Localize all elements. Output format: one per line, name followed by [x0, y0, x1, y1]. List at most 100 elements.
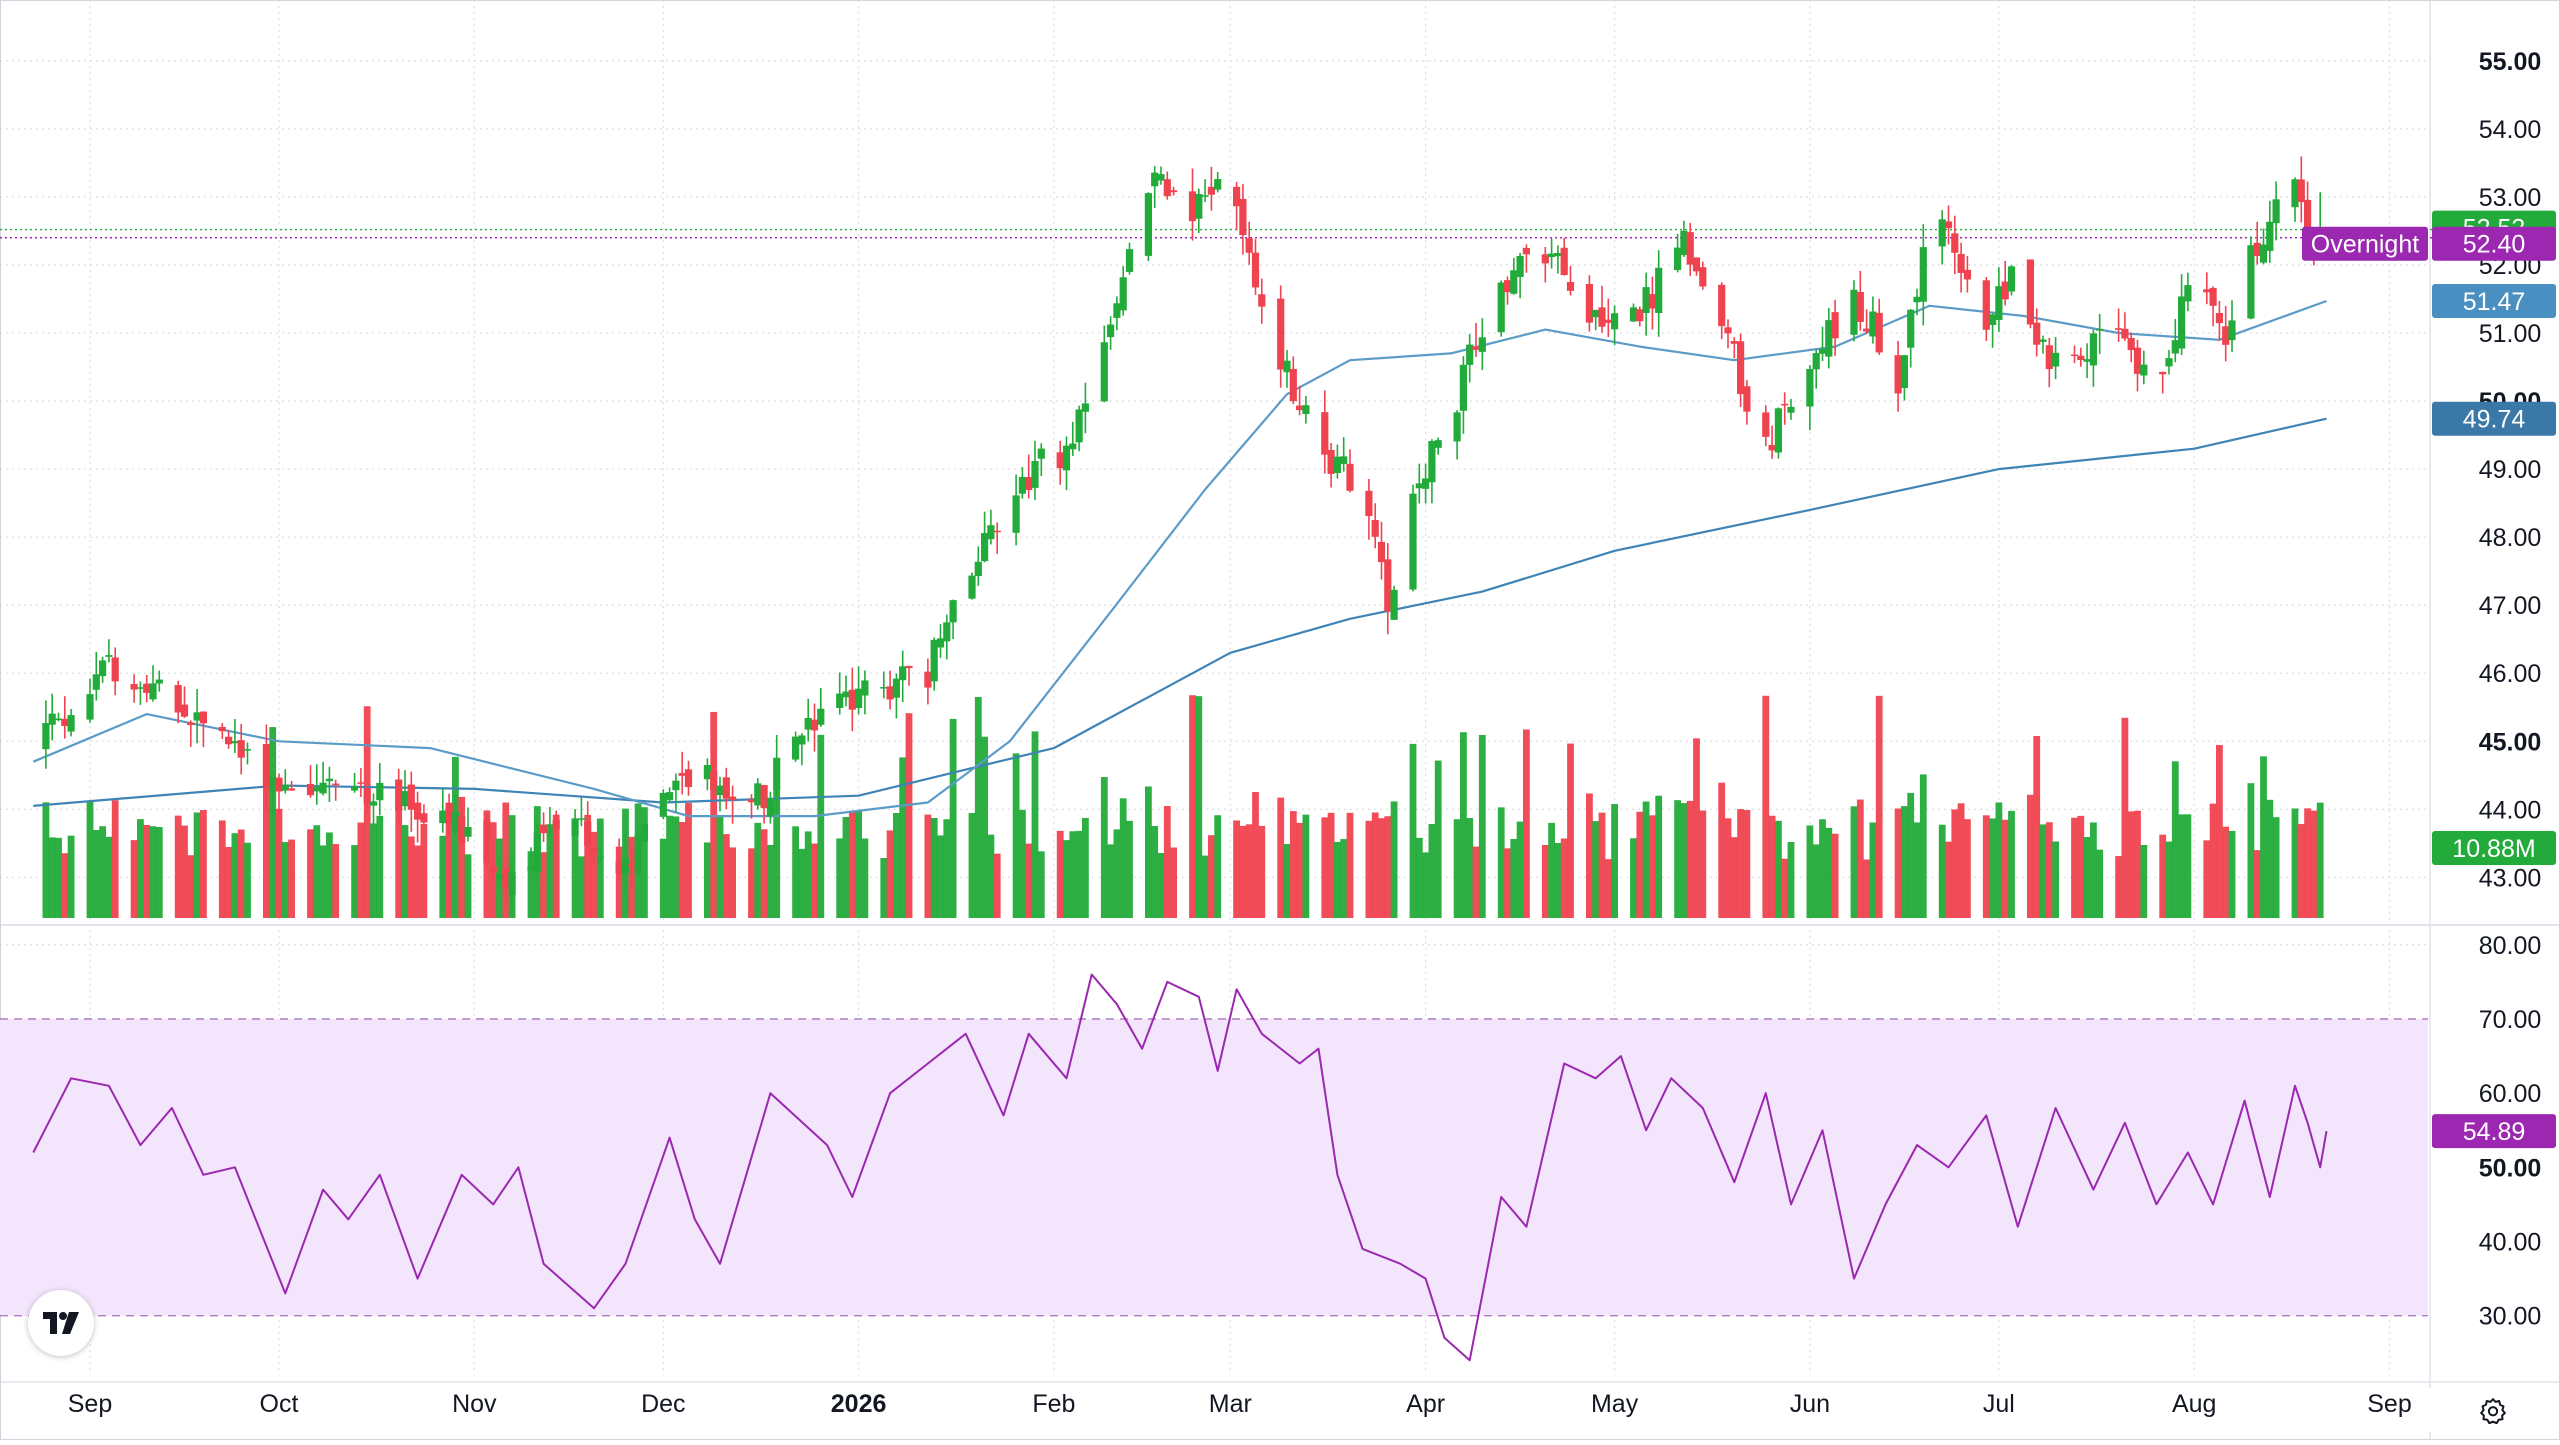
candle-body — [1258, 294, 1266, 307]
price-tick-label: 53.00 — [2479, 184, 2542, 212]
ma-layer — [0, 228, 2432, 818]
candle-body — [552, 819, 560, 830]
volume-bar — [1957, 803, 1965, 918]
volume-bar — [924, 814, 932, 918]
candle-body — [439, 810, 447, 824]
candle-body — [640, 823, 648, 842]
volume-bar — [2203, 840, 2211, 918]
volume-bar — [1995, 802, 2003, 918]
ma-fast-tag-text: 51.47 — [2463, 288, 2526, 316]
volume-bar — [2184, 814, 2192, 918]
candle-body — [1214, 179, 1222, 190]
candle-body — [174, 685, 182, 713]
candle-body — [243, 749, 252, 751]
candle-body — [67, 715, 75, 732]
volume-bar — [1768, 815, 1776, 918]
volume-bar — [326, 832, 333, 918]
volume-bar — [1806, 825, 1814, 918]
candle-body — [1730, 341, 1738, 344]
candle-body — [930, 639, 938, 682]
candle-body — [2209, 287, 2217, 306]
time-tick-label: Jul — [1983, 1390, 2015, 1418]
price-tick-label: 46.00 — [2479, 660, 2542, 688]
volume-bar — [1875, 695, 1883, 918]
candle-body — [1825, 320, 1833, 357]
candle-body — [1674, 247, 1682, 271]
candle-body — [2159, 371, 2167, 375]
candle-body — [2215, 312, 2223, 324]
tradingview-logo-icon[interactable] — [28, 1290, 94, 1356]
volume-bar — [1718, 782, 1726, 918]
candle-body — [1919, 247, 1927, 302]
volume-bar — [1554, 842, 1562, 918]
volume-bar — [1107, 844, 1114, 918]
volume-bar — [1126, 820, 1133, 918]
volume-bar — [2115, 856, 2122, 918]
volume-bar — [288, 839, 295, 918]
candle-body — [1207, 186, 1215, 195]
candle-body — [1151, 172, 1159, 187]
price-tick-label: 43.00 — [2479, 864, 2542, 892]
volume-bar — [1856, 799, 1864, 918]
volume-bar — [1510, 838, 1518, 918]
rsi-band — [0, 1019, 2428, 1316]
volume-bar — [458, 796, 466, 918]
candle-body — [2039, 339, 2047, 342]
volume-bar — [1012, 753, 1020, 918]
volume-bar — [1472, 846, 1480, 918]
candle-body — [628, 864, 636, 867]
volume-bar — [1655, 795, 1663, 918]
time-tick-label: Dec — [641, 1390, 685, 1418]
volume-bar — [1233, 820, 1240, 918]
volume-bar — [943, 819, 951, 918]
volume-bar — [2033, 735, 2041, 918]
volume-bar — [1964, 819, 1971, 918]
volume-bar — [1775, 820, 1782, 918]
candle-body — [2083, 359, 2091, 362]
volume-bar — [767, 844, 774, 918]
volume-bar — [1460, 732, 1467, 918]
volume-bar — [1258, 825, 1266, 918]
candle-body — [1699, 267, 1707, 287]
volume-bar — [2134, 810, 2141, 918]
volume-bar — [2222, 826, 2230, 918]
volume-bar — [244, 842, 251, 918]
candle-body — [1636, 309, 1644, 322]
volume-bar — [1586, 793, 1593, 918]
volume-bar — [886, 830, 894, 918]
volume-bar — [2297, 824, 2305, 918]
candle-body — [1069, 443, 1077, 450]
volume-bar — [55, 837, 62, 918]
candle-body — [1333, 456, 1341, 473]
volume-bar — [1541, 844, 1549, 918]
gear-icon[interactable] — [2472, 1390, 2514, 1432]
candle-body — [2222, 326, 2230, 345]
volume-bar — [1894, 808, 1902, 918]
volume-bar — [842, 817, 850, 918]
candle-body — [634, 834, 642, 875]
candle-body — [943, 622, 951, 642]
candle-body — [1107, 324, 1115, 338]
candle-body — [420, 813, 428, 823]
volume-bar — [1636, 811, 1644, 918]
candle-body — [1025, 477, 1033, 490]
candle-body — [1629, 307, 1638, 322]
candle-body — [1680, 230, 1688, 256]
rsi-band-layer — [0, 1018, 2428, 1317]
candle-body — [1125, 249, 1134, 272]
candle-body — [659, 792, 667, 817]
candle-body — [1963, 269, 1971, 280]
volume-bar — [1724, 818, 1732, 918]
volume-bar — [899, 757, 907, 918]
candle-body — [1157, 174, 1165, 181]
volume-bar — [1630, 838, 1637, 918]
volume-bar — [2216, 745, 2223, 918]
candle-body — [1466, 344, 1474, 365]
volume-bar — [1195, 696, 1203, 918]
volume-bar — [1730, 837, 1738, 918]
volume-bar — [893, 813, 900, 918]
candle-body — [1604, 319, 1612, 323]
volume-bar — [149, 826, 157, 918]
